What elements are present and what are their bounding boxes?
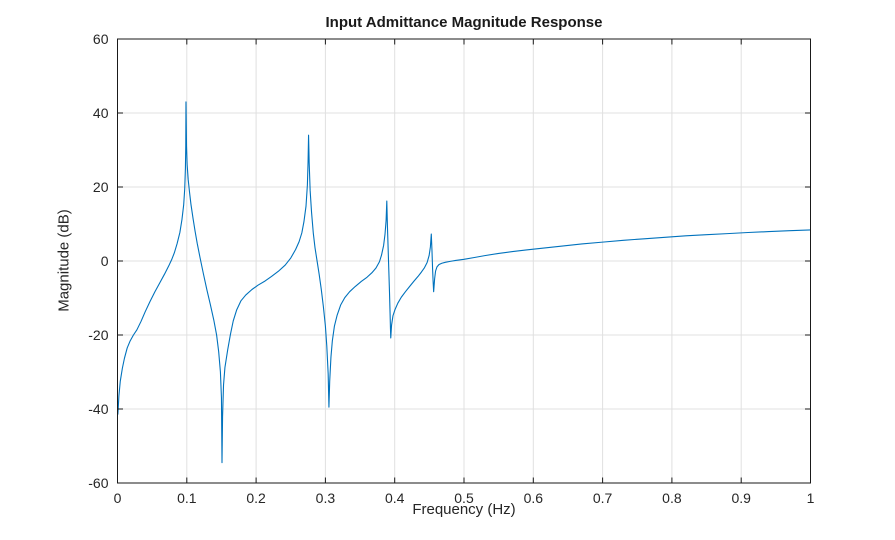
x-tick-label: 0.5 <box>454 490 474 506</box>
x-tick-label: 0.6 <box>524 490 544 506</box>
x-tick-label: 1 <box>807 490 815 506</box>
x-tick-label: 0.8 <box>662 490 682 506</box>
x-tick-label: 0.4 <box>385 490 405 506</box>
x-tick-label: 0.3 <box>316 490 336 506</box>
x-tick-label: 0.1 <box>177 490 197 506</box>
y-tick-label: -40 <box>88 401 108 417</box>
chart-title: Input Admittance Magnitude Response <box>325 14 603 31</box>
y-tick-label: -20 <box>88 327 108 343</box>
x-axis-label: Frequency (Hz) <box>412 501 516 518</box>
y-tick-label: 40 <box>93 105 109 121</box>
x-tick-label: 0.9 <box>731 490 751 506</box>
series-line <box>117 101 811 464</box>
y-axis-label: Magnitude (dB) <box>55 209 73 312</box>
y-tick-label: -60 <box>88 475 108 491</box>
x-tick-label: 0.7 <box>593 490 613 506</box>
y-tick-label: 0 <box>101 253 109 269</box>
y-tick-label: 60 <box>93 31 109 47</box>
x-tick-label: 0 <box>114 490 122 506</box>
x-tick-label: 0.2 <box>246 490 266 506</box>
y-tick-label: 20 <box>93 179 109 195</box>
